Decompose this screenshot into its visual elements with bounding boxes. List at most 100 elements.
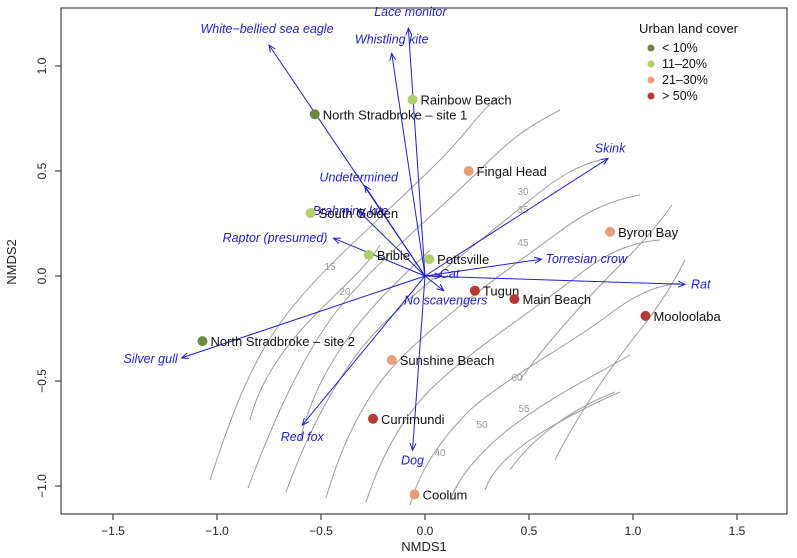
plot-frame (60, 7, 788, 515)
contour-line (247, 109, 561, 489)
x-tick-label: 1.0 (625, 524, 642, 538)
site-label: North Stradbroke – site 1 (323, 107, 468, 122)
species-label: Cat (440, 267, 460, 281)
species-label: White−bellied sea eagle (200, 22, 333, 36)
site-label: Currimundi (381, 412, 445, 427)
species-vector (408, 28, 426, 277)
x-tick-label: −0.5 (309, 524, 333, 538)
site-point (368, 413, 378, 424)
x-tick-label: 0.5 (521, 524, 538, 538)
contour-line (249, 244, 381, 421)
contour-label: 55 (518, 404, 530, 415)
contour-label: 15 (324, 262, 336, 273)
species-vector (333, 238, 426, 277)
species-vector (392, 53, 426, 277)
contour-line (509, 391, 616, 471)
site-label: Tugun (483, 284, 519, 299)
x-axis: −1.5 −1.0 −0.5 0.0 0.5 1.0 1.5 (101, 514, 746, 538)
species-label: Red fox (281, 430, 325, 444)
contour-line (365, 239, 661, 503)
x-axis-label: NMDS1 (401, 539, 447, 554)
species-vector (358, 211, 426, 277)
contour-label: 50 (476, 420, 488, 431)
site-label: Coolum (423, 487, 468, 502)
site-label: North Stradbroke – site 2 (210, 334, 355, 349)
species-vector (424, 259, 541, 277)
contour-line (209, 95, 501, 481)
legend-swatch (647, 60, 655, 68)
species-label: Undetermined (319, 171, 399, 185)
site-point (386, 355, 397, 365)
site-label: South Golden (319, 206, 399, 221)
site-label: Mooloolaba (653, 309, 721, 324)
legend: Urban land cover < 10% 11–20% 21–30% > 50% (639, 21, 739, 103)
legend-label: < 10% (662, 41, 698, 55)
species-vector (365, 186, 426, 277)
y-axis-label: NMDS2 (4, 239, 19, 285)
species-label: Brahminy kite (313, 204, 389, 218)
site-point (424, 254, 435, 265)
species-label: Whistling kite (355, 32, 429, 46)
site-label: Byron Bay (618, 225, 678, 240)
x-tick-label: 1.5 (729, 524, 746, 538)
site-point (407, 94, 418, 105)
site-point (509, 294, 520, 305)
site-label: Fingal Head (477, 164, 547, 179)
site-point (197, 336, 208, 347)
species-vector (424, 275, 444, 291)
species-label: Dog (401, 453, 424, 467)
species-label: Raptor (presumed) (223, 231, 328, 245)
species-vector (413, 275, 426, 450)
legend-swatch (647, 92, 655, 100)
site-label: Bribie (377, 248, 410, 263)
site-label: Main Beach (522, 292, 591, 307)
legend-swatch (647, 76, 655, 84)
species-vector (302, 275, 426, 425)
species-label: Torresian crow (545, 252, 627, 266)
site-point (409, 489, 420, 500)
y-tick-label: 0.5 (35, 162, 49, 179)
y-tick-label: 0.0 (35, 267, 49, 284)
contour-label: 20 (339, 287, 351, 298)
species-label: Skink (595, 141, 626, 155)
x-tick-label: 0.0 (417, 524, 434, 538)
legend-label: 21–30% (662, 73, 708, 87)
species-vector-layer: White−bellied sea eagle Lace monitor Whist… (123, 5, 711, 467)
site-point (363, 250, 374, 260)
x-tick-label: −1.0 (205, 524, 229, 538)
site-label: Sunshine Beach (400, 353, 495, 368)
contour-label: 35 (517, 205, 529, 216)
y-tick-label: −1.0 (35, 474, 49, 498)
legend-title: Urban land cover (639, 21, 739, 36)
contour-label: 30 (517, 187, 529, 198)
contour-line (325, 194, 641, 499)
species-label: No scavengers (404, 294, 487, 308)
site-point (605, 226, 616, 237)
site-point (305, 208, 316, 218)
site-point (463, 166, 474, 176)
site-point (469, 285, 480, 296)
contour-line (449, 354, 631, 501)
species-vector (182, 275, 426, 358)
contour-line (519, 204, 673, 381)
species-label: Lace monitor (374, 5, 447, 19)
contour-line (484, 391, 621, 491)
species-vector (424, 158, 608, 277)
site-label: Pottsville (437, 252, 489, 267)
y-tick-label: −0.5 (35, 369, 49, 393)
contour-line (285, 159, 601, 493)
site-point (309, 109, 320, 120)
legend-label: > 50% (662, 89, 698, 103)
species-label: Silver gull (123, 352, 178, 366)
y-tick-label: 1.0 (35, 57, 49, 74)
contour-line (554, 259, 686, 461)
contour-label: 45 (517, 238, 529, 249)
legend-label: 11–20% (662, 57, 707, 71)
y-axis: −1.0 −0.5 0.0 0.5 1.0 (35, 57, 61, 498)
contour-label: 60 (511, 373, 523, 384)
species-vector (424, 275, 685, 284)
contour-label: 40 (434, 448, 446, 459)
x-tick-label: −1.5 (101, 524, 125, 538)
